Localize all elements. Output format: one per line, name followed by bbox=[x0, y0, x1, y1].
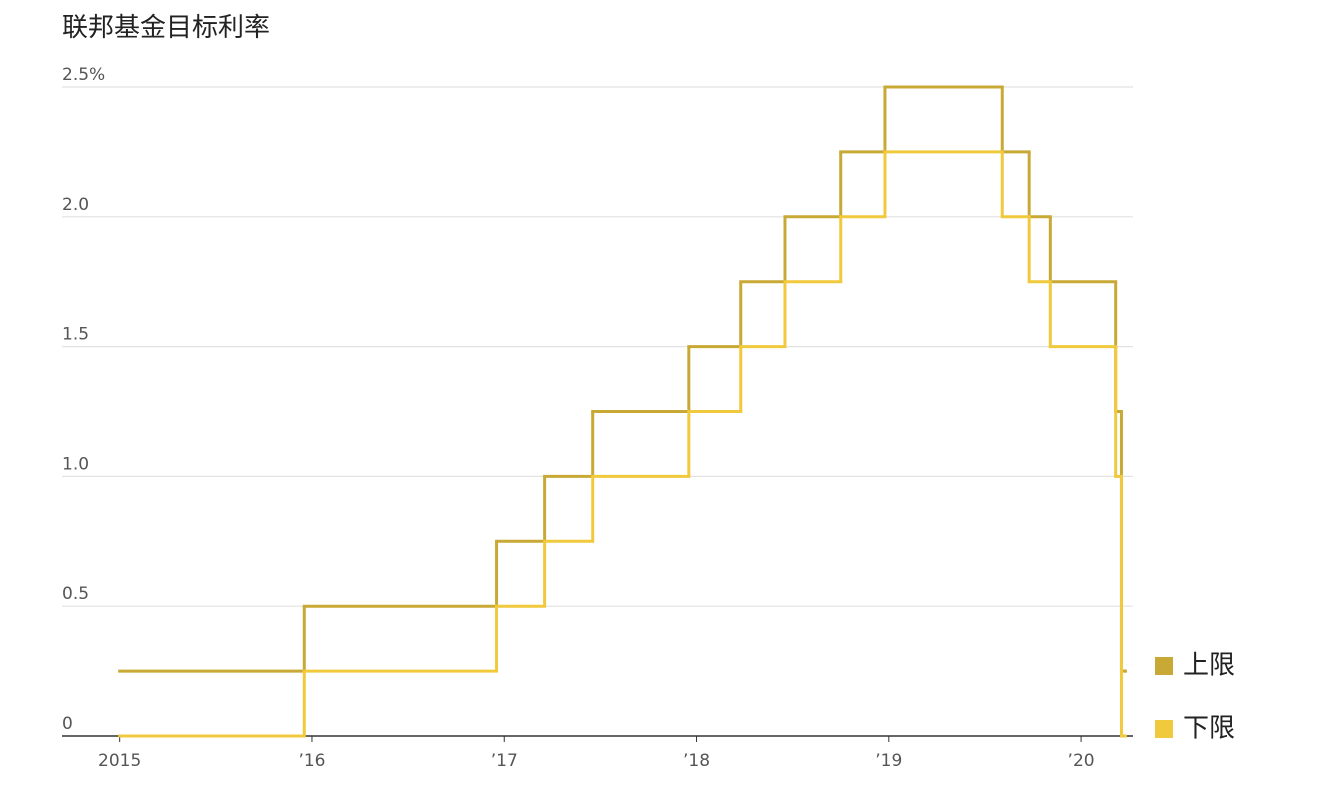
legend-swatch bbox=[1155, 720, 1173, 738]
legend-swatch bbox=[1155, 657, 1173, 675]
x-tick-label: ’18 bbox=[683, 751, 710, 771]
y-tick-label: 1.5 bbox=[62, 325, 89, 345]
y-tick-label: 2.5% bbox=[62, 65, 105, 85]
chart-title: 联邦基金目标利率 bbox=[62, 13, 270, 43]
x-tick-label: ’17 bbox=[491, 751, 518, 771]
legend-label: 下限 bbox=[1183, 714, 1235, 744]
x-tick-label: ’16 bbox=[298, 751, 325, 771]
y-tick-label: 1.0 bbox=[62, 454, 89, 474]
y-tick-label: 0 bbox=[62, 714, 73, 734]
legend-label: 上限 bbox=[1183, 651, 1235, 681]
y-tick-label: 2.0 bbox=[62, 195, 89, 215]
x-tick-label: ’20 bbox=[1068, 751, 1095, 771]
y-tick-label: 0.5 bbox=[62, 584, 89, 604]
x-tick-label: ’19 bbox=[875, 751, 902, 771]
x-tick-label: 2015 bbox=[98, 751, 141, 771]
